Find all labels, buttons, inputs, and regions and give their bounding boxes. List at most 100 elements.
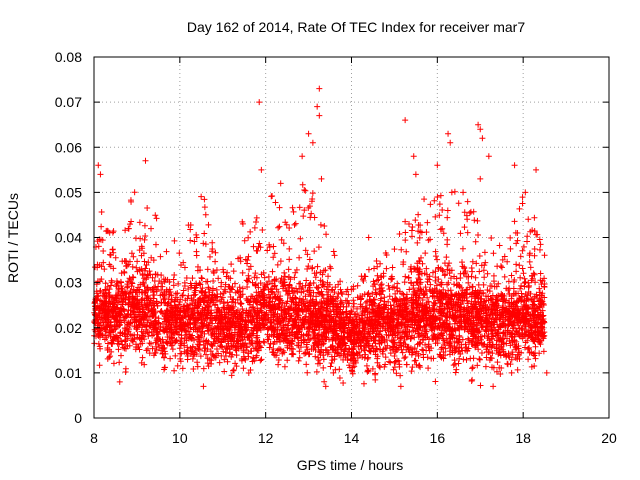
data-point bbox=[245, 234, 252, 241]
data-point bbox=[161, 289, 168, 296]
data-point bbox=[156, 344, 163, 351]
data-point bbox=[202, 294, 209, 301]
data-point bbox=[98, 223, 105, 230]
data-point bbox=[127, 289, 134, 296]
data-point bbox=[381, 363, 388, 370]
data-point bbox=[422, 341, 429, 348]
data-point bbox=[167, 288, 174, 295]
data-point bbox=[323, 231, 330, 238]
data-point bbox=[391, 353, 398, 360]
data-point bbox=[142, 330, 149, 337]
data-point bbox=[265, 336, 272, 343]
data-point bbox=[222, 315, 229, 322]
data-point bbox=[202, 241, 209, 248]
data-point bbox=[309, 190, 316, 197]
data-point bbox=[104, 227, 111, 234]
data-point bbox=[150, 306, 157, 313]
data-point bbox=[218, 337, 225, 344]
data-point bbox=[313, 298, 320, 305]
data-point bbox=[504, 327, 511, 334]
data-point bbox=[361, 328, 368, 335]
data-point bbox=[284, 322, 291, 329]
data-point bbox=[540, 348, 547, 355]
data-point bbox=[347, 311, 354, 318]
data-point bbox=[289, 350, 296, 357]
data-point bbox=[121, 338, 128, 345]
data-point bbox=[164, 276, 171, 283]
data-point bbox=[510, 308, 517, 315]
data-point bbox=[312, 274, 319, 281]
data-point bbox=[480, 298, 487, 305]
data-point bbox=[229, 367, 236, 374]
data-point bbox=[397, 372, 404, 379]
data-point bbox=[187, 222, 194, 229]
data-point bbox=[246, 330, 253, 337]
data-point bbox=[195, 302, 202, 309]
data-point bbox=[439, 312, 446, 319]
data-point bbox=[160, 296, 167, 303]
data-point bbox=[481, 332, 488, 339]
data-point bbox=[269, 268, 276, 275]
data-point bbox=[464, 300, 471, 307]
data-point bbox=[498, 264, 505, 271]
data-point bbox=[537, 270, 544, 277]
data-point bbox=[442, 327, 449, 334]
data-point bbox=[431, 306, 438, 313]
data-point bbox=[134, 313, 141, 320]
data-point bbox=[151, 291, 158, 298]
data-point bbox=[228, 261, 235, 268]
data-point bbox=[252, 282, 259, 289]
data-point bbox=[163, 317, 170, 324]
data-point bbox=[153, 298, 160, 305]
data-point bbox=[515, 307, 522, 314]
data-point bbox=[383, 265, 390, 272]
data-point bbox=[122, 365, 129, 372]
data-point bbox=[517, 285, 524, 292]
data-point bbox=[354, 294, 361, 301]
data-point bbox=[228, 331, 235, 338]
data-point bbox=[468, 378, 475, 385]
data-point bbox=[432, 274, 439, 281]
data-point bbox=[437, 281, 444, 288]
data-point bbox=[155, 341, 162, 348]
data-point bbox=[256, 324, 263, 331]
data-point bbox=[484, 312, 491, 319]
data-point bbox=[363, 362, 370, 369]
data-point bbox=[367, 333, 374, 340]
data-point bbox=[293, 285, 300, 292]
data-point bbox=[422, 284, 429, 291]
data-point bbox=[390, 315, 397, 322]
data-point bbox=[427, 201, 434, 208]
data-point bbox=[515, 290, 522, 297]
data-point bbox=[270, 254, 277, 261]
data-point bbox=[528, 363, 535, 370]
data-point bbox=[253, 334, 260, 341]
data-point bbox=[228, 372, 235, 379]
data-point bbox=[266, 295, 273, 302]
data-point bbox=[530, 317, 537, 324]
data-point bbox=[458, 284, 465, 291]
data-point bbox=[164, 316, 171, 323]
data-point bbox=[524, 233, 531, 240]
data-point bbox=[407, 335, 414, 342]
data-point bbox=[253, 247, 260, 254]
data-point bbox=[171, 272, 178, 279]
data-point bbox=[296, 254, 303, 261]
data-point bbox=[216, 307, 223, 314]
data-point bbox=[194, 359, 201, 366]
data-point bbox=[150, 302, 157, 309]
data-point bbox=[464, 229, 471, 236]
data-point bbox=[217, 342, 224, 349]
data-point bbox=[155, 283, 162, 290]
data-point bbox=[520, 318, 527, 325]
data-point bbox=[223, 273, 230, 280]
data-point bbox=[325, 273, 332, 280]
data-point bbox=[412, 357, 419, 364]
data-point bbox=[444, 236, 451, 243]
data-point bbox=[442, 352, 449, 359]
data-point bbox=[541, 252, 548, 259]
data-point bbox=[404, 318, 411, 325]
data-point bbox=[518, 349, 525, 356]
data-point bbox=[245, 370, 252, 377]
data-point bbox=[197, 353, 204, 360]
